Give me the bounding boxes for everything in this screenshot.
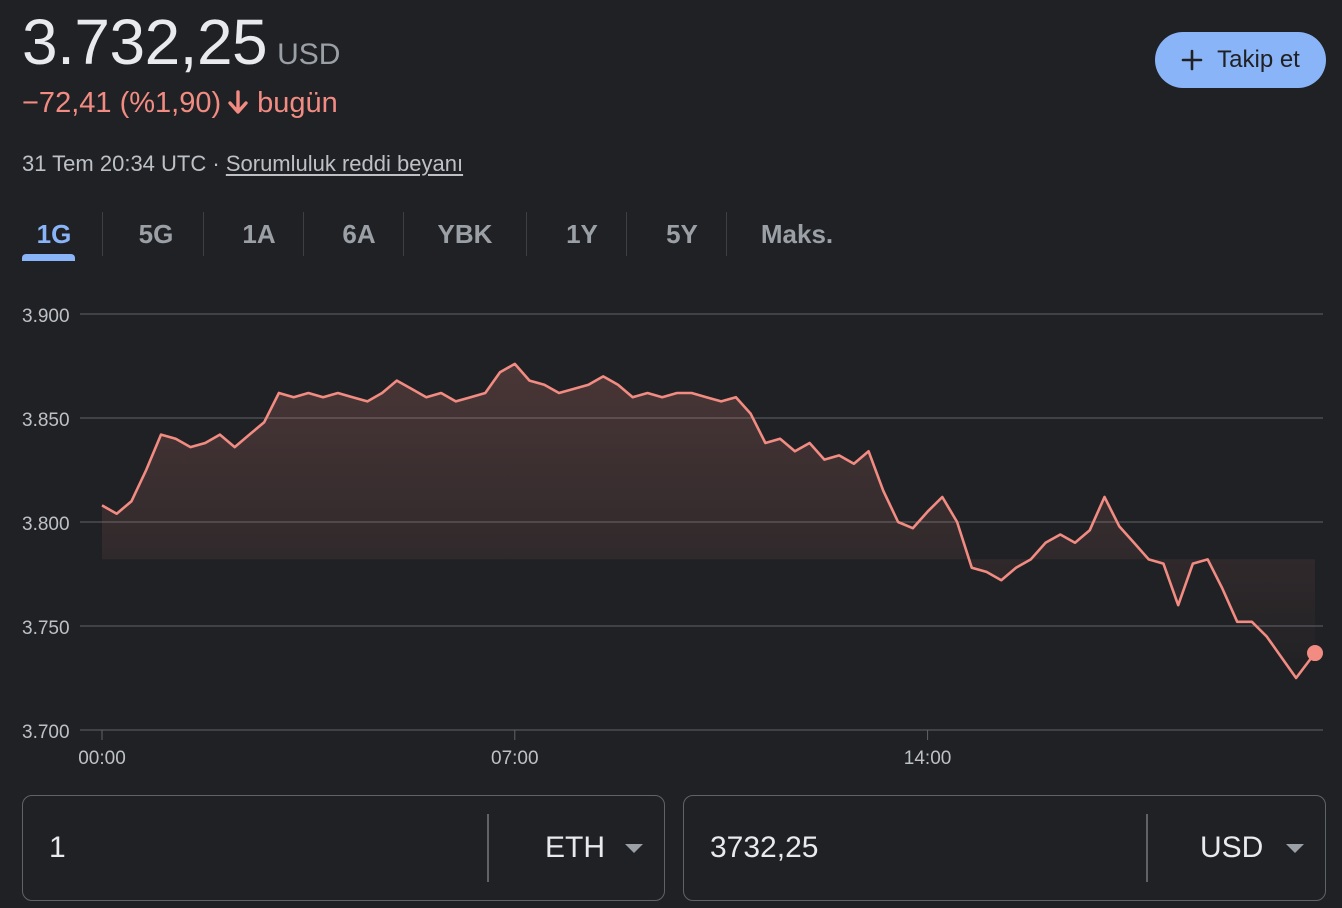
tab-1a[interactable]: 1A (242, 218, 276, 249)
tab-6a[interactable]: 6A (342, 218, 376, 249)
tab-max[interactable]: Maks. (760, 218, 834, 249)
tab-divider (102, 212, 103, 256)
tab-5y[interactable]: 5Y (666, 218, 698, 249)
plus-icon (1181, 49, 1203, 71)
price-currency: USD (277, 38, 341, 71)
price-header: 3.732,25 USD (22, 4, 340, 80)
converter-divider (1146, 814, 1148, 882)
tab-divider (303, 212, 304, 256)
tab-divider (726, 212, 727, 256)
price-chart[interactable]: 3.900 3.850 3.800 3.750 3.700 00:00 07:00 14:00 (0, 290, 1342, 780)
tab-divider (403, 212, 404, 256)
x-tick-label: 00:00 (78, 748, 126, 769)
converter-to: 3732,25 USD (683, 795, 1326, 901)
to-unit-select[interactable]: USD (1200, 831, 1264, 864)
converter-divider (487, 814, 489, 882)
price-line (101, 362, 1317, 680)
chevron-down-icon (1286, 844, 1304, 853)
converter-from: 1 ETH (22, 795, 665, 901)
follow-button[interactable]: Takip et (1155, 32, 1326, 88)
tab-ybk[interactable]: YBK (437, 218, 493, 249)
change-period: bugün (257, 87, 338, 119)
to-amount-input[interactable]: 3732,25 (710, 831, 819, 864)
current-price-dot (1307, 645, 1323, 662)
y-tick-label: 3.850 (22, 410, 70, 431)
tab-divider (526, 212, 527, 256)
tab-1g[interactable]: 1G (36, 218, 72, 249)
price-area-fill (102, 363, 1315, 678)
y-tick-label: 3.750 (22, 618, 70, 639)
price-change: −72,41 (%1,90) bugün (22, 84, 338, 122)
from-unit-select[interactable]: ETH (545, 831, 605, 864)
timestamp: 31 Tem 20:34 UTC (22, 151, 207, 176)
x-tick-label: 14:00 (904, 748, 952, 769)
disclaimer-link[interactable]: Sorumluluk reddi beyanı (225, 151, 464, 176)
active-tab-indicator (22, 254, 75, 261)
current-price: 3.732,25 (22, 6, 268, 78)
change-value: −72,41 (%1,90) (22, 87, 222, 119)
y-tick-label: 3.900 (22, 306, 70, 327)
y-tick-label: 3.800 (22, 514, 70, 535)
follow-button-label: Takip et (1217, 46, 1300, 73)
arrow-down-icon (228, 90, 248, 114)
range-tabs: 1G 5G 1A 6A YBK 1Y 5Y Maks. (0, 206, 860, 262)
tab-divider (626, 212, 627, 256)
price-meta: 31 Tem 20:34 UTC · Sorumluluk reddi beya… (22, 150, 463, 178)
tab-divider (203, 212, 204, 256)
from-amount-input[interactable]: 1 (49, 831, 66, 864)
x-tick-label: 07:00 (491, 748, 539, 769)
tab-5g[interactable]: 5G (138, 218, 174, 249)
meta-separator: · (212, 151, 220, 176)
chevron-down-icon (625, 844, 643, 853)
y-tick-label: 3.700 (22, 722, 70, 743)
tab-1y[interactable]: 1Y (566, 218, 598, 249)
